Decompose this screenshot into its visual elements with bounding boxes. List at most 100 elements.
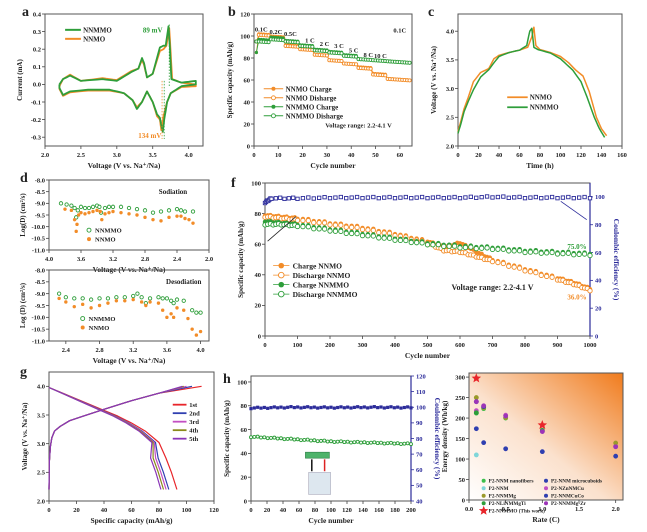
diffusion-point [175,306,179,310]
cycle-point [571,252,577,258]
y-axis-label: Current (mA) [16,59,24,101]
y-tick-label: 0 [247,143,250,150]
diffusion-point [135,213,139,217]
cycle-point [266,406,270,410]
cycle-point [479,194,484,200]
x-tick-label: 2.8 [95,347,104,354]
rate-point [354,62,359,67]
gitt-curve-nnmmo [457,27,606,138]
cycle-point [527,269,534,275]
arrow-to-left-axis [267,216,297,242]
y2-tick-label: 40 [416,498,423,505]
y-tick-label: 40 [241,451,248,458]
legend-label: Discharge NNMO [293,271,351,280]
cycle-point [399,442,403,446]
cycle-point [392,237,398,243]
legend-label: NNMMO [83,26,112,34]
legend-marker [278,262,285,269]
rate-point [339,58,344,64]
annotation-134mv: 134 mV [138,132,161,140]
x-axis-label: Time (h) [526,161,554,170]
y-tick-label: 250 [455,395,465,402]
y-tick-label: 100 [237,379,247,386]
y-tick-label: -8.0 [35,177,45,184]
cycle-point [338,228,344,234]
subplot-title: Desodiation [166,278,202,286]
x-tick-label: 600 [455,342,465,349]
cycle-point [560,250,566,257]
y-tick-label: 60 [241,427,248,434]
energy-point [473,399,479,405]
energy-point [481,403,487,409]
cycle-point [349,224,355,231]
cycle-point [262,405,266,410]
panel-letter: f [231,176,236,191]
cycle-point [269,196,274,202]
x-tick-label: 3.0 [113,152,121,159]
cycle-point [419,240,425,246]
legend-marker [478,505,489,515]
energy-point [473,395,479,400]
panel-f: 0 20 40 60 80 100 120 2.0 2.5 3.0 3.5 4.0 Specific c… [21,371,219,525]
cycle-point [302,405,306,409]
cycle-point [528,195,533,200]
cycle-point [522,196,528,201]
diffusion-point [63,207,67,211]
cycle-point [285,436,290,441]
cycle-point [577,195,582,200]
cycle-point [269,435,273,440]
cycle-point [501,194,506,199]
x-tick-label: 3.5 [149,152,158,159]
cycle-point [419,194,425,200]
diffusion-point [72,217,77,222]
cycle-point [544,273,550,279]
cycle-point [370,233,376,239]
cycle-point [282,437,287,442]
x-tick-label: 3.2 [109,256,117,263]
cycle-point [321,220,328,226]
diffusion-point [159,219,163,223]
x-tick-label: 0.0 [465,506,473,513]
diffusion-point [166,208,172,213]
y-axis-label: Specific capacity (mAh/g) [223,400,231,477]
legend-marker [544,501,548,506]
discharge-curve [48,386,162,490]
cycle-point [327,222,333,228]
cycle-point [344,196,349,201]
cycle-point [495,259,501,266]
x-axis-label: Cycle number [405,351,451,360]
cycle-point [409,196,414,201]
rate-point [324,53,329,58]
cycle-point [462,244,469,251]
rate-point [295,40,300,45]
cycle-point [511,264,517,270]
y-tick-label: 80 [255,211,262,218]
cycle-point [479,245,485,251]
x-tick-label: 3.6 [77,256,86,263]
y-axis-label: Specific capacity (mAh/g) [226,41,234,118]
y-tick-label: 3.5 [37,412,46,419]
legend-label: Charge NNMO [293,261,343,270]
cycle-point [403,194,408,200]
y-tick-label: 0.4 [33,11,42,18]
diffusion-point [182,209,188,214]
cycle-point [392,441,397,446]
diffusion-point [69,203,74,208]
energy-point [613,444,619,450]
rate-label: 1 C [305,38,315,45]
cycle-point [511,248,517,254]
y-tick-label: 20 [255,303,262,310]
rate-label: 5 C [349,48,359,55]
x-tick-label: 60 [397,152,404,159]
x-tick-label: 20 [475,152,482,159]
y2-tick-label: 60 [595,250,602,257]
cycle-point [587,252,593,259]
y-tick-label: 20 [244,121,251,128]
cycle-point [376,235,382,241]
diffusion-point [122,295,127,300]
cycle-point [371,194,376,200]
cycle-point [325,439,330,444]
energy-point [613,440,619,446]
y2-tick-label: 80 [416,436,423,443]
x-axis-label: Voltage (V vs. Na⁺/Na) [93,356,166,365]
